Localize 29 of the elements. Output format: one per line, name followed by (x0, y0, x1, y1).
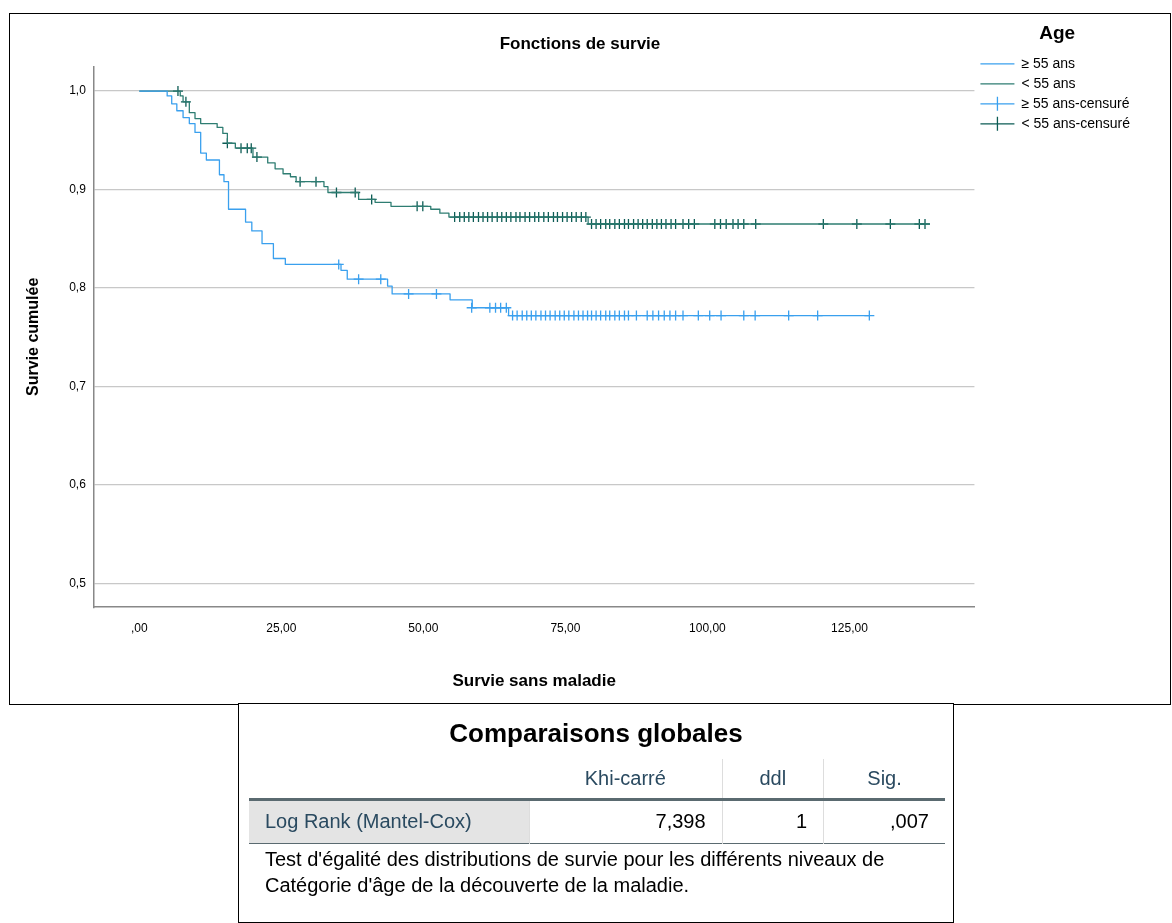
x-axis-title: Survie sans maladie (452, 671, 616, 691)
legend-label: < 55 ans-censuré (1021, 114, 1131, 131)
chart-title: Fonctions de survie (499, 33, 661, 53)
y-axis-title: Survie cumulée (24, 277, 42, 396)
x-tick-label: 75,00 (550, 620, 581, 635)
y-tick-label: 0,7 (69, 378, 87, 393)
y-tick-label: 0,5 (69, 575, 87, 590)
text: Comparaisons globales (448, 718, 744, 749)
x-tick-label: 100,00 (689, 620, 727, 635)
x-tick-label: 50,00 (408, 620, 439, 635)
x-tick-label: 25,00 (266, 620, 297, 635)
legend-label: ≥ 55 ans (1021, 54, 1076, 71)
text: 1 (722, 799, 824, 843)
legend-label: ≥ 55 ans-censuré (1021, 94, 1130, 111)
y-tick-label: 1,0 (69, 83, 87, 98)
text: Test d'égalité des distributions de survie pour les différents niveaux de Catégorie d'âge de la découverte de la maladie. (265, 846, 886, 898)
legend-title: Age (1039, 21, 1076, 43)
y-tick-label: 0,6 (69, 477, 87, 492)
text: Khi-carré (583, 765, 667, 791)
x-tick-label: ,00 (130, 620, 148, 635)
y-tick-label: 0,9 (69, 181, 87, 196)
x-tick-label: 125,00 (831, 620, 869, 635)
legend-label: < 55 ans (1021, 74, 1076, 91)
text: Log Rank (Mantel-Cox) (249, 799, 529, 843)
y-tick-label: 0,8 (69, 280, 87, 295)
text: ,007 (823, 799, 945, 843)
text: ddl (722, 759, 824, 799)
text: Sig. (823, 759, 945, 799)
text: 7,398 (529, 799, 723, 843)
